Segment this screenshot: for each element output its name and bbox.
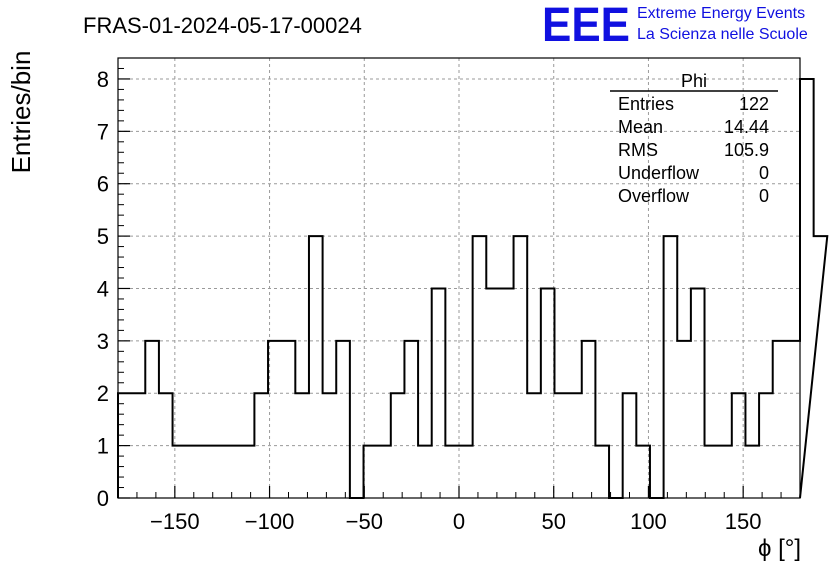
y-tick-label: 7 (97, 119, 109, 144)
x-tick-label: 0 (453, 509, 465, 534)
x-tick-label: −150 (150, 509, 200, 534)
y-tick-label: 8 (97, 67, 109, 92)
stats-row-label: RMS (618, 140, 658, 160)
stats-row-value: 122 (739, 94, 769, 114)
brand-line-2: La Scienza nelle Scuole (637, 26, 808, 43)
y-tick-label: 2 (97, 381, 109, 406)
y-tick-label: 1 (97, 434, 109, 459)
brand-line-1: Extreme Energy Events (637, 5, 805, 22)
grid-lines (118, 58, 800, 498)
x-tick-label: 150 (725, 509, 762, 534)
stats-box: Phi Entries 122 Mean 14.44 RMS 105.9 Underflow… (610, 71, 778, 206)
stats-row-value: 14.44 (724, 117, 769, 137)
y-tick-label: 0 (97, 486, 109, 511)
stats-row-label: Underflow (618, 163, 700, 183)
y-tick-label: 4 (97, 276, 109, 301)
stats-row-value: 105.9 (724, 140, 769, 160)
stats-row-value: 0 (759, 163, 769, 183)
x-tick-label: −50 (346, 509, 383, 534)
stats-title: Phi (681, 71, 707, 91)
y-tick-label: 6 (97, 172, 109, 197)
y-tick-label: 5 (97, 224, 109, 249)
x-tick-label: 50 (541, 509, 565, 534)
x-tick-label: 100 (630, 509, 667, 534)
x-axis-ticks: −150 −100 −50 0 50 100 150 (136, 486, 782, 534)
x-axis-label: ϕ [°] (758, 535, 801, 562)
stats-row-value: 0 (759, 186, 769, 206)
stats-row-label: Mean (618, 117, 663, 137)
histogram-line (117, 77, 829, 499)
eee-logo: EEE (542, 0, 630, 52)
y-tick-label: 3 (97, 329, 109, 354)
y-axis-ticks: 0 1 2 3 4 5 6 7 8 (97, 67, 130, 511)
stats-row-label: Entries (618, 94, 674, 114)
y-axis-label: Entries/bin (6, 51, 36, 174)
x-tick-label: −100 (245, 509, 295, 534)
stats-row-label: Overflow (618, 186, 690, 206)
chart-title: FRAS-01-2024-05-17-00024 (83, 13, 362, 38)
